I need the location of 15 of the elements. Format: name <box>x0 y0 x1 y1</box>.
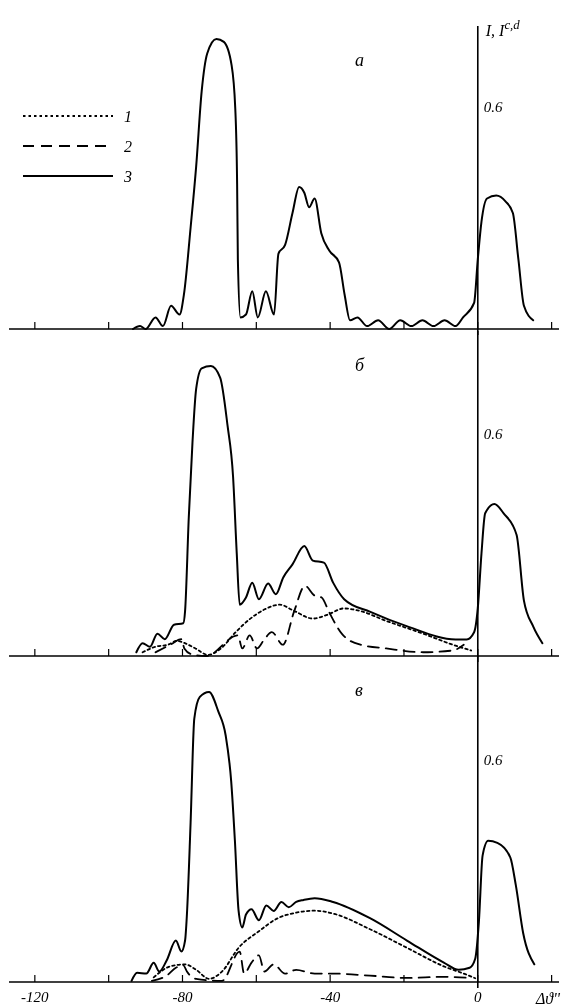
annotation: 0.6 <box>483 426 504 442</box>
legend-label: 2 <box>124 138 132 155</box>
x-tick-label: -40 <box>320 989 341 1005</box>
annotation: а <box>355 50 364 70</box>
annotation: б <box>355 355 365 375</box>
annotation: 0.6 <box>483 99 504 115</box>
annotation: 0.6 <box>483 752 504 768</box>
x-tick-label: 0 <box>474 989 483 1005</box>
text: 3 <box>123 168 132 185</box>
x-tick-label: -120 <box>21 989 50 1005</box>
legend-label: 1 <box>124 108 132 125</box>
annotation: в <box>355 680 363 700</box>
x-tick-label: -80 <box>172 989 193 1005</box>
x-axis-title: Δϑ'' <box>534 990 561 1007</box>
y-axis-title: I, I$^{c,d}$ <box>484 18 521 39</box>
